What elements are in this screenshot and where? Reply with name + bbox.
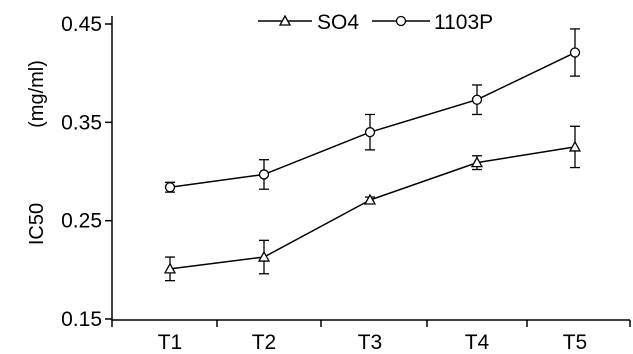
legend-so4-triangle-marker [278, 14, 292, 26]
x-tick-label: T3 [358, 331, 383, 354]
series-so4-point [568, 140, 582, 152]
series-so4-point [363, 193, 377, 205]
y-tick-label: 0.35 [61, 111, 102, 134]
legend-so4-label: SO4 [317, 11, 359, 34]
legend-1103p-circle-marker [395, 15, 407, 27]
y-axis-unit-label: (mg/ml) [26, 60, 48, 128]
legend-1103p-label: 1103P [434, 11, 493, 34]
legend: SO4 1103P [258, 11, 493, 34]
series-1103p-point [258, 169, 270, 180]
y-tick-label: 0.45 [61, 13, 102, 36]
series-1103p-point [471, 94, 483, 105]
series-so4-point [257, 250, 271, 262]
y-tick-label: 0.25 [61, 210, 102, 233]
series-layer [163, 28, 582, 282]
x-tick-label: T1 [158, 331, 183, 354]
series-1103p-point [164, 182, 176, 193]
x-tick-label: T5 [563, 331, 588, 354]
series-so4-point [470, 156, 484, 168]
series-1103p [164, 28, 581, 193]
series-so4-point [163, 262, 177, 274]
y-axis-label: IC50 [26, 203, 48, 245]
series-so4 [163, 125, 582, 282]
series-1103p-point [569, 47, 581, 58]
series-1103p-line [169, 51, 576, 188]
series-1103p-point [364, 127, 376, 138]
y-tick-label: 0.15 [61, 308, 102, 331]
y-axis: IC50 (mg/ml) [26, 16, 113, 320]
axis-ticks: 0.15 0.25 0.35 0.45 T1 T2 T3 T4 T5 [61, 13, 631, 354]
x-tick-label: T4 [465, 331, 490, 354]
x-tick-label: T2 [252, 331, 277, 354]
series-so4-line [169, 146, 576, 270]
